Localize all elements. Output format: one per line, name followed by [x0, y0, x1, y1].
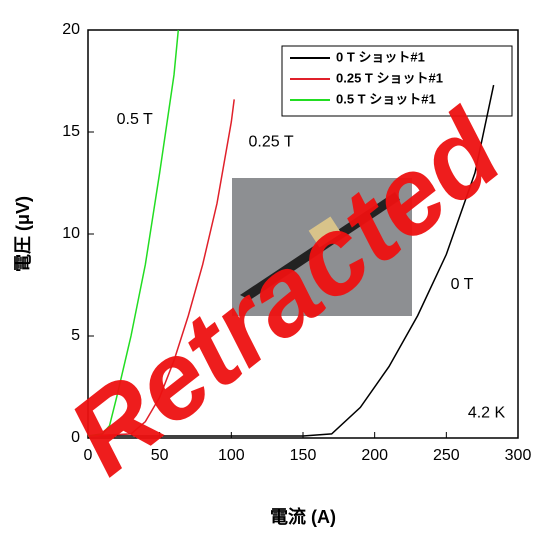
annotation: 4.2 K: [468, 405, 506, 422]
annotation: 0.5 T: [117, 111, 153, 128]
annotation: 0.25 T: [249, 133, 294, 150]
x-tick-label: 150: [290, 447, 317, 464]
x-tick-label: 250: [433, 447, 460, 464]
annotation: 0 T: [451, 276, 474, 293]
x-tick-label: 200: [361, 447, 388, 464]
y-tick-label: 10: [62, 225, 80, 242]
legend-label: 0.5 T ショット#1: [336, 91, 436, 106]
y-axis-title: 電圧 (μV): [13, 196, 33, 272]
x-tick-label: 300: [505, 447, 532, 464]
y-tick-label: 15: [62, 123, 80, 140]
y-tick-label: 5: [71, 327, 80, 344]
x-tick-label: 100: [218, 447, 245, 464]
y-tick-label: 20: [62, 21, 80, 38]
x-axis-title: 電流 (A): [270, 506, 336, 527]
legend-label: 0 T ショット#1: [336, 49, 425, 64]
chart: 電流 (A) 電圧 (μV) 0501001502002503000510152…: [0, 0, 538, 530]
legend-label: 0.25 T ショット#1: [336, 70, 443, 85]
